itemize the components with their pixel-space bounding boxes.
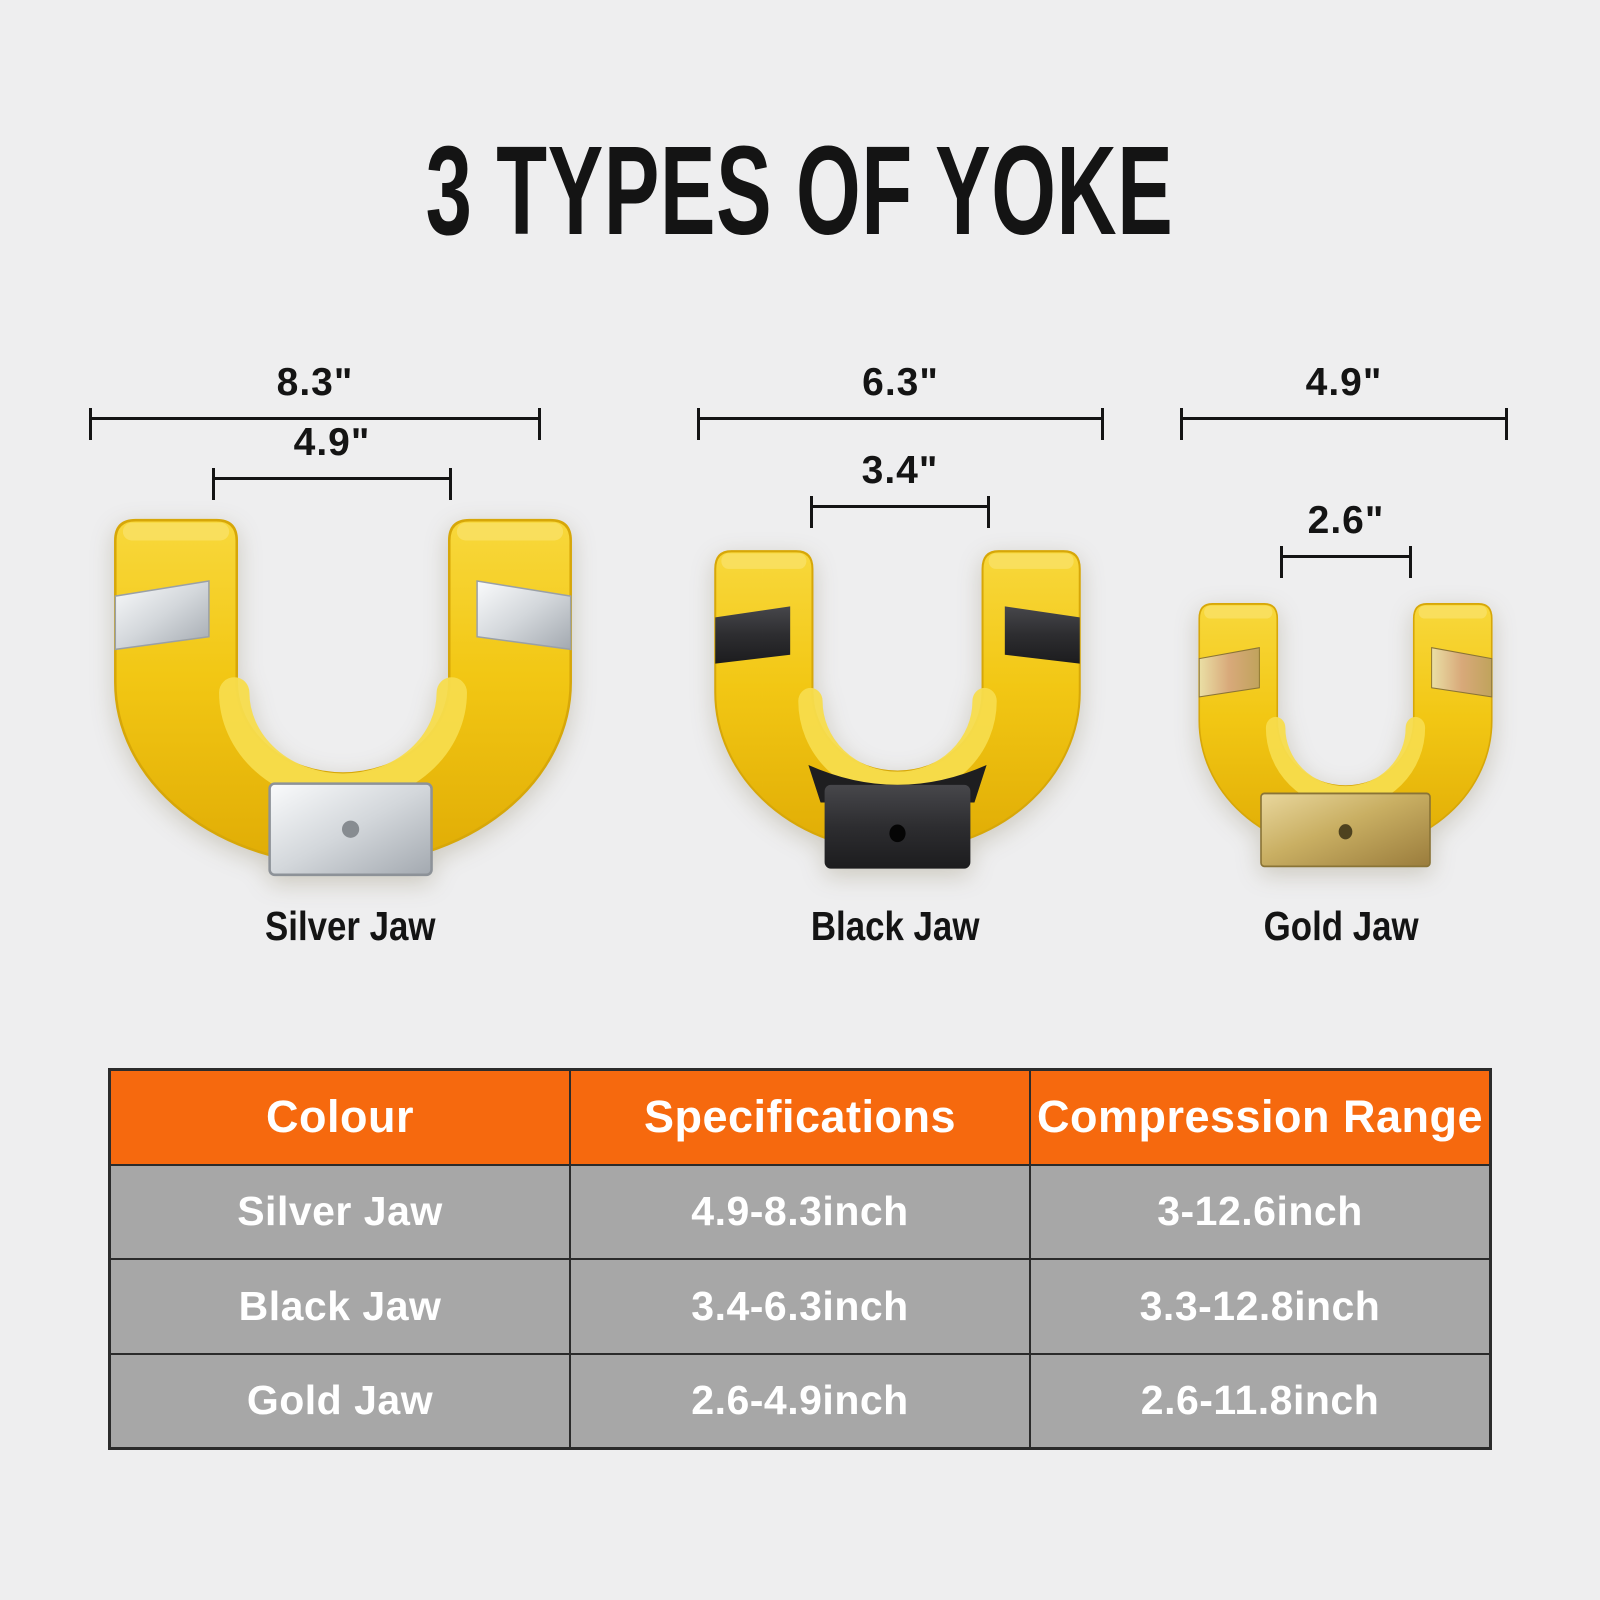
jaw-label-text: Silver Jaw bbox=[264, 903, 436, 949]
dimension-line bbox=[697, 408, 1104, 440]
jaw-label-text: Black Jaw bbox=[810, 903, 980, 949]
dimension-tick-right bbox=[449, 468, 452, 500]
black-jaw-label: Black Jaw bbox=[745, 903, 1045, 950]
yoke-ridge bbox=[219, 677, 467, 804]
dimension-tick-right bbox=[987, 496, 990, 528]
dimension-value: 8.3" bbox=[276, 361, 354, 404]
gold-jaw-illustration bbox=[1198, 603, 1493, 868]
arm-highlight bbox=[456, 522, 564, 541]
page-title: 3 TYPES OF YOKE bbox=[0, 128, 1600, 254]
bolt-hole bbox=[889, 824, 906, 843]
table-row-black: Black Jaw 3.4-6.3inch 3.3-12.8inch bbox=[111, 1258, 1489, 1353]
dimension-tick-right bbox=[1505, 408, 1508, 440]
metal-insert-right bbox=[476, 580, 572, 651]
dimension-tick-left bbox=[212, 468, 215, 500]
spec-table: Colour Specifications Compression Range … bbox=[108, 1068, 1492, 1450]
dimension-tick-left bbox=[1180, 408, 1183, 440]
table-row-gold: Gold Jaw 2.6-4.9inch 2.6-11.8inch bbox=[111, 1352, 1489, 1447]
metal-insert-left bbox=[1198, 647, 1260, 698]
table-cell: Silver Jaw bbox=[237, 1188, 443, 1235]
dimension-tick-left bbox=[697, 408, 700, 440]
table-cell: 2.6-11.8inch bbox=[1029, 1354, 1489, 1447]
bolt-hole bbox=[341, 820, 360, 838]
table-header-cell-specifications: Specifications bbox=[569, 1071, 1029, 1164]
black-outer-dimension: 6.3" bbox=[697, 360, 1104, 440]
dimension-value: 6.3" bbox=[862, 361, 939, 404]
silver-jaw-label: Silver Jaw bbox=[200, 903, 500, 950]
table-cell: 2.6-4.9inch bbox=[569, 1354, 1029, 1447]
table-header-row: Colour Specifications Compression Range bbox=[111, 1071, 1489, 1164]
gold-inner-dimension: 2.6" bbox=[1280, 498, 1412, 578]
table-cell: Gold Jaw bbox=[246, 1377, 434, 1424]
table-header-cell-compression-range: Compression Range bbox=[1029, 1071, 1489, 1164]
arm-highlight bbox=[1204, 605, 1273, 619]
page-title-text: 3 TYPES OF YOKE bbox=[426, 120, 1174, 261]
dimension-value: 2.6" bbox=[1307, 499, 1385, 542]
dimension-tick-left bbox=[89, 408, 92, 440]
dimension-value: 4.9" bbox=[293, 421, 371, 464]
dimension-line bbox=[810, 496, 990, 528]
bolt-hole bbox=[1338, 824, 1353, 840]
dimension-line bbox=[89, 408, 541, 440]
silver-outer-dimension: 8.3" bbox=[89, 360, 541, 440]
metal-insert-left bbox=[715, 606, 791, 664]
dimension-value: 4.9" bbox=[1305, 361, 1383, 404]
table-cell: 3.3-12.8inch bbox=[1029, 1260, 1489, 1353]
metal-insert-right bbox=[1431, 647, 1493, 698]
dimension-tick-right bbox=[1101, 408, 1104, 440]
arm-highlight bbox=[122, 522, 230, 541]
table-cell: 4.9-8.3inch bbox=[569, 1165, 1029, 1258]
dimension-tick-right bbox=[538, 408, 541, 440]
table-row-silver: Silver Jaw 4.9-8.3inch 3-12.6inch bbox=[111, 1163, 1489, 1258]
arm-highlight bbox=[988, 553, 1074, 569]
table-cell: Black Jaw bbox=[238, 1282, 442, 1329]
dimension-line bbox=[212, 468, 452, 500]
dimension-line bbox=[1280, 546, 1412, 578]
black-jaw-illustration bbox=[714, 550, 1081, 869]
gold-jaw-label: Gold Jaw bbox=[1191, 903, 1491, 950]
metal-insert-right bbox=[1004, 606, 1080, 664]
arm-highlight bbox=[1418, 605, 1487, 619]
table-header-cell-colour: Colour bbox=[266, 1091, 414, 1143]
black-inner-dimension: 3.4" bbox=[810, 448, 990, 528]
dimension-line bbox=[1180, 408, 1508, 440]
yoke-ridge bbox=[798, 687, 997, 799]
jaw-label-text: Gold Jaw bbox=[1263, 903, 1419, 949]
gold-outer-dimension: 4.9" bbox=[1180, 360, 1508, 440]
silver-jaw-illustration bbox=[114, 518, 572, 877]
table-cell: 3-12.6inch bbox=[1029, 1165, 1489, 1258]
dimension-tick-right bbox=[1409, 546, 1412, 578]
metal-insert-left bbox=[114, 580, 210, 651]
table-cell: 3.4-6.3inch bbox=[569, 1260, 1029, 1353]
yoke-ridge bbox=[1265, 716, 1426, 808]
dimension-value: 3.4" bbox=[861, 449, 939, 492]
dimension-tick-left bbox=[810, 496, 813, 528]
silver-inner-dimension: 4.9" bbox=[212, 420, 452, 500]
arm-highlight bbox=[721, 553, 807, 569]
dimension-tick-left bbox=[1280, 546, 1283, 578]
